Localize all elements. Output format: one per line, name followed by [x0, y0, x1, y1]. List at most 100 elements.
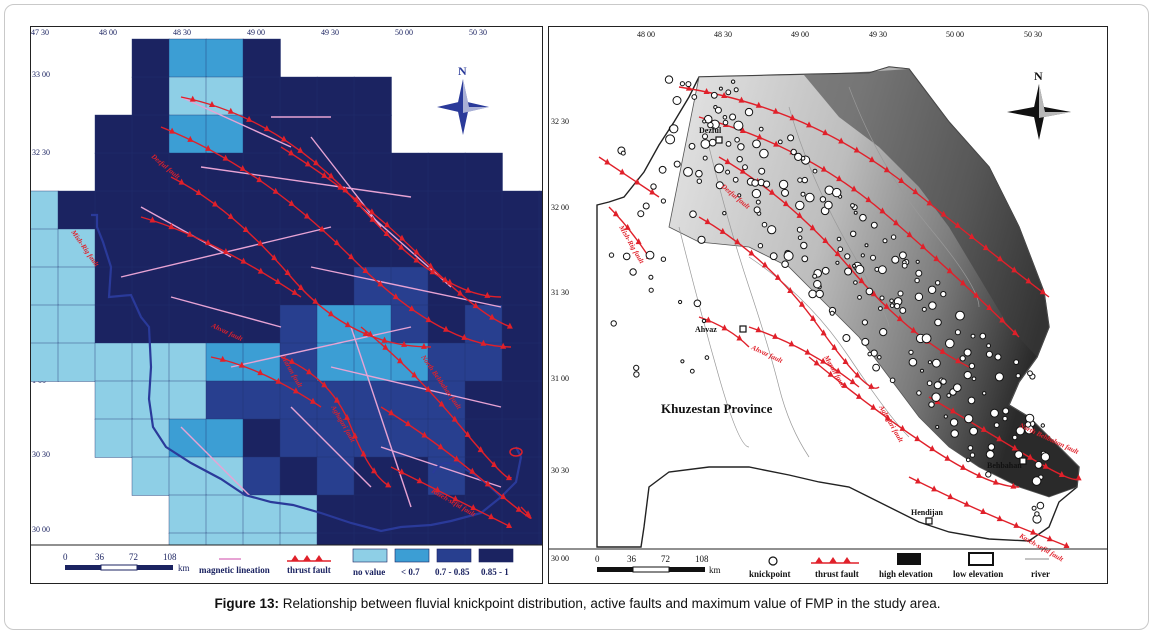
knickpoint-marker [971, 376, 977, 382]
legend-class-label: no value [353, 567, 385, 577]
thrust-barb [976, 471, 983, 478]
fmp-cell [538, 266, 577, 306]
longitude-tick-label: 47 30 [31, 28, 49, 37]
thrust-barb [368, 208, 375, 215]
knickpoint-marker [800, 191, 806, 197]
scale-tick: 0 [595, 554, 600, 564]
scale-bar: 0 36 72 108 km [595, 554, 721, 575]
knickpoint-marker [610, 320, 617, 327]
knickpoint-marker [752, 139, 761, 149]
knickpoint-marker [695, 169, 703, 178]
knickpoint-map: 48 00 48 30 49 00 49 30 50 00 50 30 32 30 32 0… [549, 30, 1107, 579]
fmp-cell [242, 76, 281, 116]
knickpoint-marker [891, 255, 900, 264]
longitude-tick-label: 50 00 [395, 28, 413, 37]
fmp-cell [538, 342, 577, 382]
knickpoint-marker [945, 338, 955, 349]
thrust-barb [1042, 462, 1049, 469]
latitude-tick-label: 32 30 [551, 117, 569, 126]
fmp-cell [131, 114, 170, 154]
magnetic-lineation [290, 406, 372, 488]
thrust-barb [189, 95, 196, 102]
thrust-barb [313, 159, 320, 166]
thrust-barb [1058, 470, 1065, 477]
thrust-barb [489, 313, 496, 320]
knickpoint-marker [734, 137, 740, 143]
knickpoint-marker [950, 429, 959, 438]
thrust-barb [827, 370, 834, 377]
thrust-barb [304, 212, 311, 219]
knickpoint-marker [819, 196, 827, 203]
knickpoint-marker [864, 243, 869, 248]
thrust-barb [451, 415, 458, 422]
legend-class-swatch [352, 548, 388, 563]
fmp-cell [168, 456, 207, 496]
river-label: river [1031, 569, 1050, 579]
thrust-barb [798, 300, 805, 307]
knickpoint-marker [870, 254, 876, 261]
fmp-cell [538, 190, 577, 230]
fmp-cell [279, 418, 318, 458]
thrust-barb [724, 158, 731, 165]
thrust-barb [257, 369, 264, 376]
thrust-barb [856, 392, 863, 399]
thrust-barb [420, 342, 427, 349]
latitude-tick-label: 30 30 [32, 450, 50, 459]
knickpoint-marker [982, 391, 987, 396]
knickpoint-marker [693, 299, 702, 308]
knickpoint-marker [985, 471, 992, 478]
fmp-cell [57, 304, 96, 344]
knickpoint-marker [808, 289, 817, 299]
thrust-barb [337, 183, 344, 190]
knickpoint-marker [794, 152, 803, 161]
thrust-barb [756, 133, 763, 140]
magnetic-lineation [140, 206, 232, 258]
thrust-barb [461, 333, 468, 340]
thrust-barb [899, 424, 906, 431]
thrust-barb [1075, 474, 1082, 481]
thrust-barb [868, 382, 875, 389]
thrust-barb [721, 324, 728, 331]
thrust-barb [312, 297, 319, 304]
thrust-barb [788, 340, 795, 347]
thrust-barb [327, 310, 334, 317]
fmp-cell [242, 228, 281, 268]
fmp-cell [501, 190, 540, 230]
legend-class-swatch [436, 548, 472, 563]
thrust-barb [926, 199, 933, 206]
legend-class-swatch [394, 548, 430, 563]
magnetic-lineation [330, 366, 502, 408]
latitude-tick-label: 33 00 [32, 70, 50, 79]
thrust-barb [783, 200, 790, 207]
thrust-barb [1011, 444, 1018, 451]
fmp-cell [279, 456, 318, 496]
thrust-barb [421, 431, 428, 438]
knickpoint-marker [801, 255, 809, 263]
thrust-barb [356, 200, 363, 207]
thrust-barb [820, 165, 827, 172]
longitude-tick-label: 48 00 [99, 28, 117, 37]
thrust-barb [425, 385, 432, 392]
fmp-cell [390, 342, 429, 382]
knickpoint-marker [1036, 501, 1045, 510]
fmp-cell [94, 418, 133, 458]
thrust-barb [169, 127, 176, 134]
thrust-barb [836, 175, 843, 182]
fmp-cell [279, 494, 318, 534]
thrust-barb [413, 256, 420, 263]
thrust-barb [774, 273, 781, 280]
fmp-cell [242, 304, 281, 344]
thrust-barb [649, 188, 656, 195]
fmp-cell [205, 380, 244, 420]
fmp-cell [168, 76, 207, 116]
fmp-cell [464, 152, 503, 192]
thrust-barb [950, 407, 957, 414]
thrust-barb [868, 156, 875, 163]
thrust-barb [208, 101, 215, 108]
legend-class-label: < 0.7 [401, 567, 420, 577]
knickpoint-marker [889, 377, 896, 384]
thrust-barb [408, 305, 415, 312]
thrust-barb [397, 357, 404, 364]
knickpoint-marker [781, 260, 789, 268]
thrust-barb [227, 107, 234, 114]
